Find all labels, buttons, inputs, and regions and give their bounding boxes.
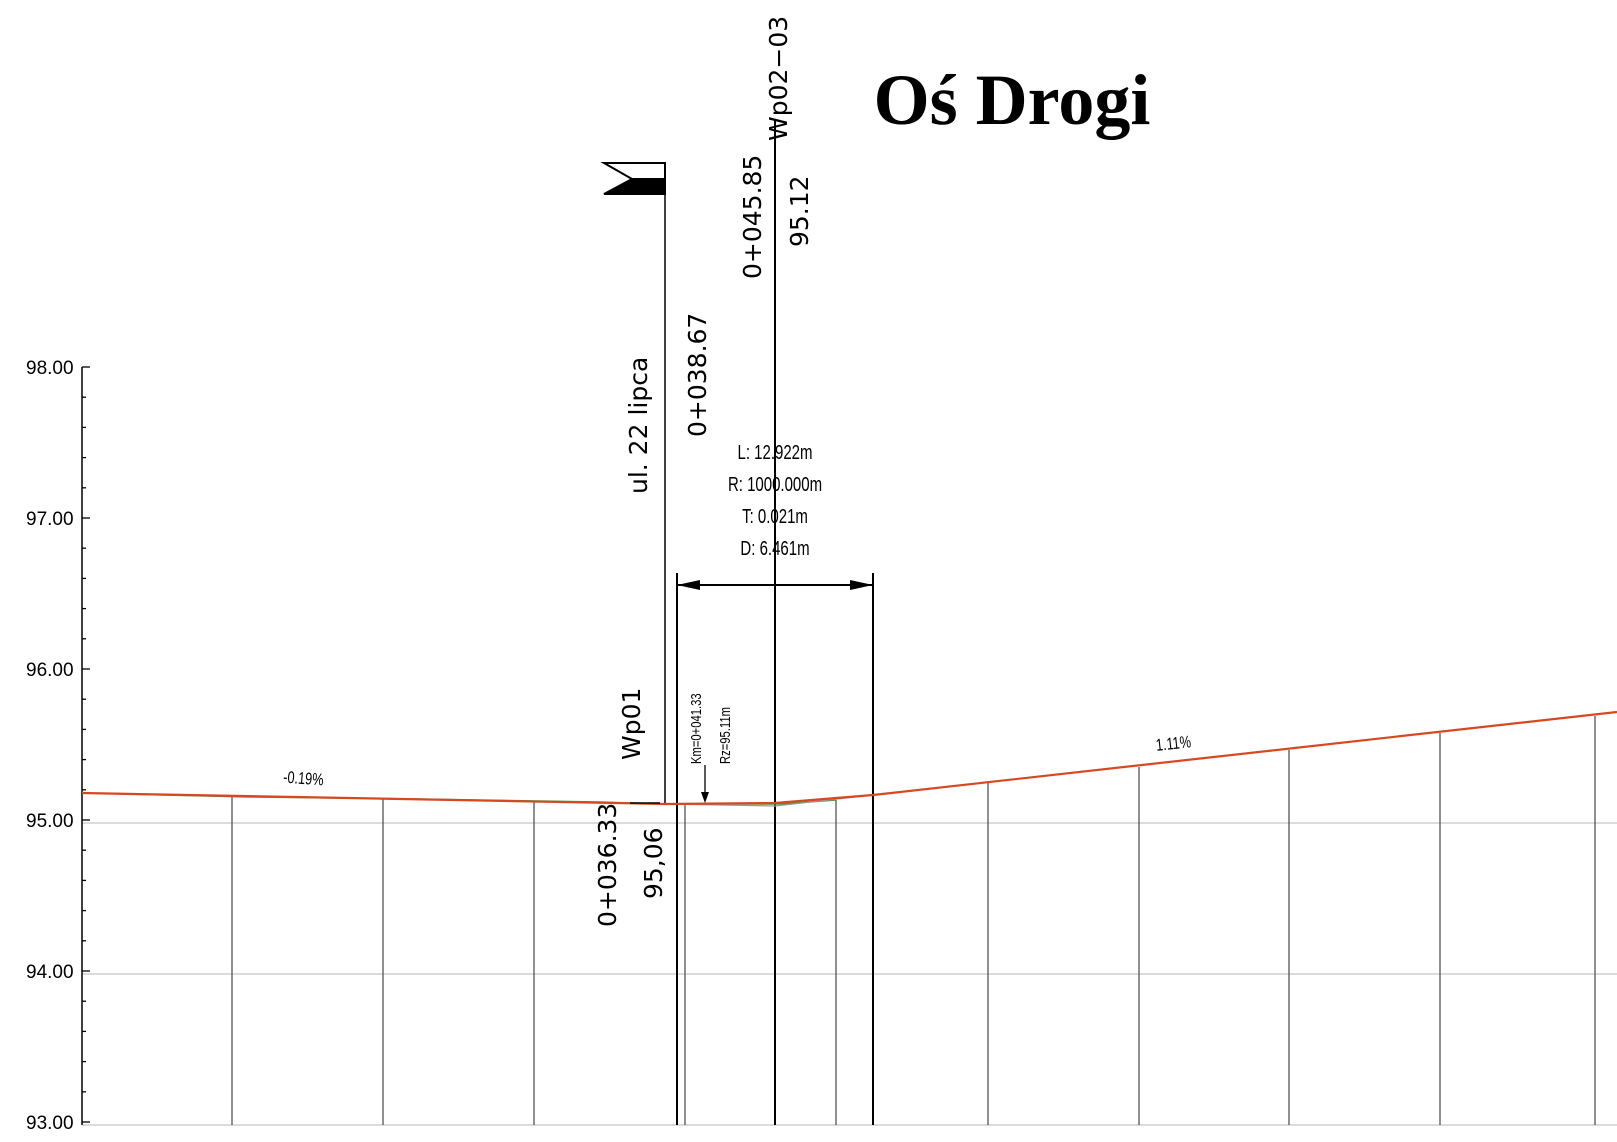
station-038-label: 0+038.67 <box>683 313 712 437</box>
flag-icon <box>600 162 666 180</box>
curve-d-label: D: 6.461m <box>740 537 809 560</box>
axis-label-94: 94.00 <box>26 962 74 983</box>
drawing-title: Oś Drogi <box>874 60 1151 140</box>
axis-label-98: 98.00 <box>26 358 74 379</box>
elevation-036-label: 95,06 <box>639 827 668 899</box>
elevation-045-label: 95.12 <box>785 175 814 247</box>
dimension-arrow-left <box>677 580 700 590</box>
rz-label: Rz=95.11m <box>716 707 733 764</box>
axis-ticks <box>82 366 90 1123</box>
curve-length-label: L: 12.922m <box>738 441 813 464</box>
km-arrow-head <box>701 792 709 803</box>
dimension-arrow-right <box>850 580 873 590</box>
station-036-label: 0+036.33 <box>593 803 622 927</box>
station-045-label: 0+045.85 <box>738 155 767 279</box>
point-wp0203-label: Wp02−03 <box>764 16 793 141</box>
curve-tangent-label: T: 0.021m <box>742 505 808 528</box>
grade-right-label: 1.11% <box>1155 733 1192 756</box>
street-name-label: ul. 22 lipca <box>624 357 653 494</box>
axis-label-93: 93.00 <box>26 1113 74 1134</box>
point-wp01-label: Wp01 <box>617 688 646 760</box>
flag-icon-fill <box>603 178 666 195</box>
axis-label-96: 96.00 <box>26 660 74 681</box>
station-lines <box>231 716 1596 1125</box>
axis-label-97: 97.00 <box>26 509 74 530</box>
grade-left-label: -0.19% <box>283 768 325 790</box>
design-profile-line <box>81 710 1617 806</box>
km-label: Km=0+041.33 <box>687 693 704 764</box>
curve-radius-label: R: 1000.000m <box>728 473 822 496</box>
axis-label-95: 95.00 <box>26 811 74 832</box>
